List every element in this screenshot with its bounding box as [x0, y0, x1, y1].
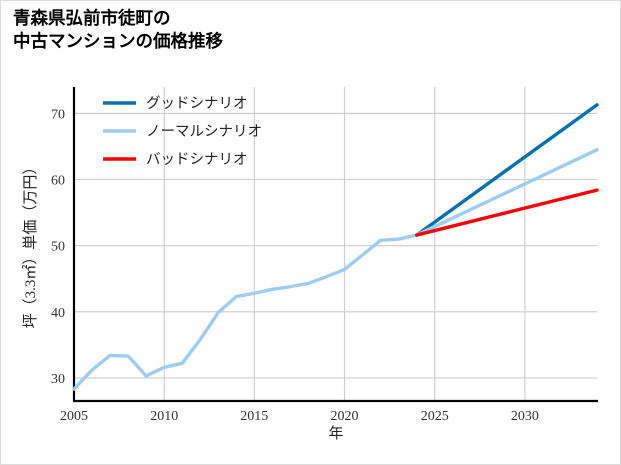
- y-axis-title: 坪（3.3㎡）単価（万円）: [22, 160, 39, 329]
- x-tick-label: 2010: [150, 409, 178, 424]
- x-tick-label: 2005: [60, 409, 88, 424]
- legend-label: バッドシナリオ: [146, 152, 248, 168]
- x-tick-label: 2020: [331, 409, 359, 424]
- x-tick-label: 2015: [240, 409, 268, 424]
- series-line: [414, 103, 599, 237]
- y-tick-labels: 30 40 50 60 70: [51, 107, 65, 387]
- legend-label: グッドシナリオ: [146, 95, 248, 112]
- title-line-2: 中古マンションの価格推移: [13, 31, 223, 52]
- x-tick-label: 2025: [421, 409, 449, 424]
- series-lines: [72, 103, 599, 391]
- y-tick-label: 40: [51, 306, 65, 321]
- series-line: [414, 188, 599, 237]
- legend-label: ノーマルシナリオ: [146, 124, 262, 140]
- y-tick-label: 70: [51, 107, 65, 122]
- x-tick-label: 2030: [511, 409, 539, 424]
- series-line: [72, 148, 599, 391]
- y-tick-label: 60: [51, 174, 65, 189]
- y-tick-label: 30: [51, 372, 65, 387]
- x-tick-labels: 2005 2010 2015 2020 2025 2030: [60, 409, 539, 424]
- y-tick-label: 50: [51, 240, 65, 255]
- page-title: 青森県弘前市徒町の 中古マンションの価格推移: [13, 7, 223, 53]
- title-line-1: 青森県弘前市徒町の: [13, 8, 171, 28]
- axis-lines: [72, 87, 598, 403]
- gridlines: [73, 87, 597, 401]
- x-axis-title: 年: [328, 425, 343, 442]
